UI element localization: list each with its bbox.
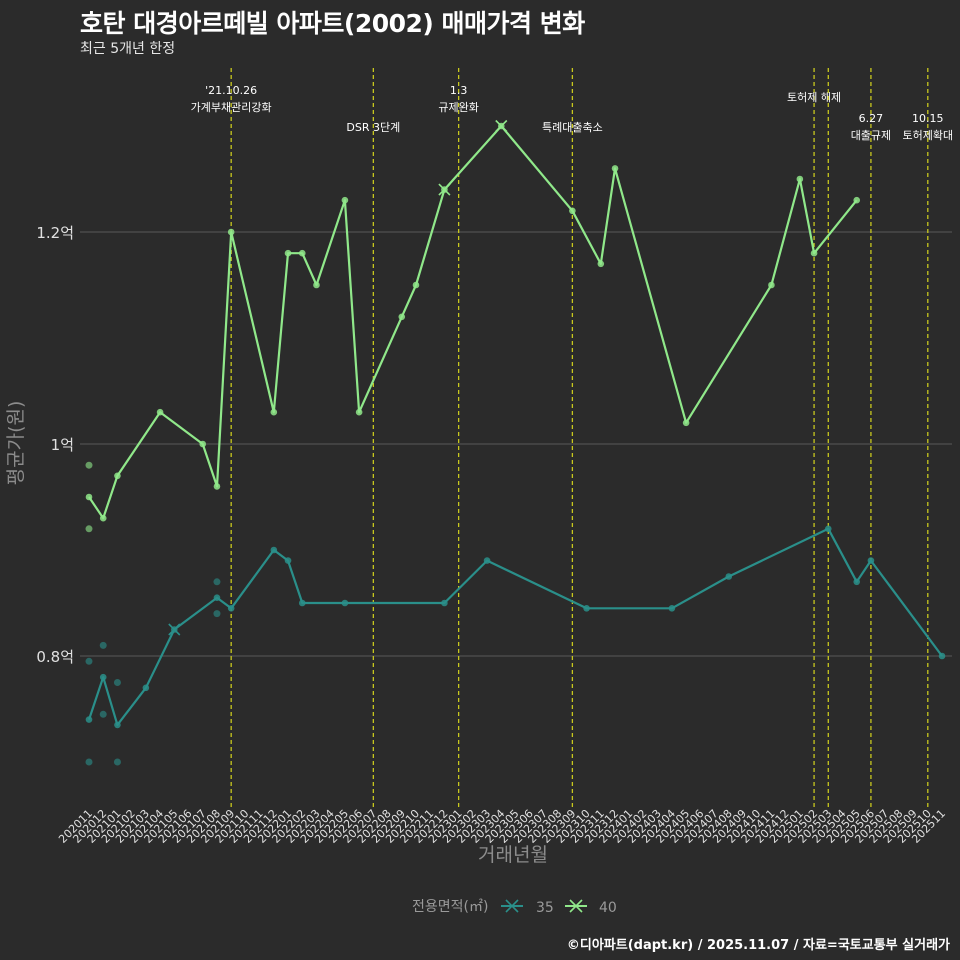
series-40-point <box>355 408 363 416</box>
event-label: 규제완화 <box>438 101 478 114</box>
series-40-point <box>298 249 306 257</box>
event-label: 가계부채관리강화 <box>191 101 272 114</box>
series-35-point <box>113 758 121 766</box>
series-35-point <box>99 673 107 681</box>
series-35-point <box>284 557 292 564</box>
series-40-point <box>611 165 619 172</box>
series-35-point <box>583 605 590 612</box>
series-35-point <box>938 652 946 660</box>
event-label: 10.15 <box>912 112 944 125</box>
series-35-cross-marker <box>168 623 181 636</box>
series-40-point <box>313 281 320 289</box>
series-40-point <box>227 228 235 236</box>
y-tick-label: 1억 <box>51 436 74 454</box>
series-40-point <box>85 525 93 533</box>
series-35-point <box>341 599 349 607</box>
x-axis-label: 거래년월 <box>478 844 548 866</box>
series-40-point <box>156 408 164 416</box>
series-35-point <box>213 578 221 586</box>
series-40-point <box>85 461 93 469</box>
series-35-point <box>213 610 221 618</box>
series-40-point <box>412 281 420 289</box>
event-label: '21.10.26 <box>205 84 257 97</box>
chart-title: 호탄 대경아르떼빌 아파트(2002) 매매가격 변화 <box>80 9 585 38</box>
series-35-point <box>213 594 221 601</box>
series-40-line <box>88 124 858 520</box>
series-40-point <box>768 281 775 289</box>
series-35-point <box>113 679 121 686</box>
series-40-point <box>341 196 349 204</box>
y-tick-label: 1.2억 <box>36 224 74 242</box>
event-label: 토허제확대 <box>902 129 953 142</box>
event-label: 1.3 <box>450 84 468 97</box>
legend-label-40: 40 <box>599 900 617 916</box>
series-35-point <box>668 605 676 612</box>
series-40-point <box>213 483 221 490</box>
event-label: 6.27 <box>859 112 884 125</box>
series-35-line <box>87 527 943 727</box>
series-35-point <box>483 557 491 564</box>
y-tick-label: 0.8억 <box>36 648 74 666</box>
series-40-point <box>270 408 278 416</box>
series-35-point <box>270 546 278 554</box>
series-35-point <box>85 716 93 723</box>
event-label: 토허제 해제 <box>787 90 841 104</box>
series-40-cross-marker <box>495 119 508 133</box>
series-40-point <box>796 175 804 183</box>
series-40-point <box>853 196 861 204</box>
event-label: DSR 3단계 <box>346 121 400 134</box>
chart-subtitle: 최근 5개년 한정 <box>80 41 176 57</box>
grid-lines <box>80 231 952 657</box>
event-label: 특례대출축소 <box>542 121 603 134</box>
series-40-point <box>284 249 292 257</box>
series-35-point <box>441 599 448 607</box>
series-40-point <box>569 207 576 215</box>
event-label: 대출규제 <box>851 129 891 142</box>
series-35-point <box>725 573 733 580</box>
series-35-point <box>99 710 107 718</box>
series-35-point <box>298 599 306 607</box>
series-35-point <box>85 758 93 766</box>
series-35-point <box>114 721 121 729</box>
series-40-point <box>99 514 107 522</box>
y-axis-ticks: 0.8억 1억 1.2억 <box>36 224 74 666</box>
series-40-point <box>810 249 818 257</box>
series-35-point <box>227 605 235 612</box>
series-35-point <box>867 557 875 564</box>
series-35-point <box>142 684 150 692</box>
legend-key-35-cross <box>505 899 519 913</box>
series-lines <box>85 119 946 766</box>
series-40-point <box>85 493 93 501</box>
x-axis-ticks: 2020112020122021012021022021032021042021… <box>56 807 948 846</box>
source-caption: ©디아파트(dapt.kr) / 2025.11.07 / 자료=국토교통부 실… <box>566 938 950 953</box>
y-axis-label: 평균가(원) <box>5 401 27 486</box>
series-40-point <box>597 260 605 268</box>
legend-label-35: 35 <box>536 900 554 916</box>
series-40-point <box>398 313 406 321</box>
legend-title: 전용면적(㎡) <box>412 899 488 915</box>
series-40-point <box>682 419 690 427</box>
series-35-point <box>99 641 107 649</box>
series-35-point <box>85 657 93 665</box>
series-40-point <box>114 472 121 480</box>
series-40-cross-marker <box>438 183 451 196</box>
legend: 전용면적(㎡) 35 40 <box>412 899 617 916</box>
series-40-point <box>199 440 207 448</box>
legend-key-40-cross <box>569 899 583 913</box>
series-35-point <box>824 525 832 533</box>
series-35-point <box>853 578 861 586</box>
